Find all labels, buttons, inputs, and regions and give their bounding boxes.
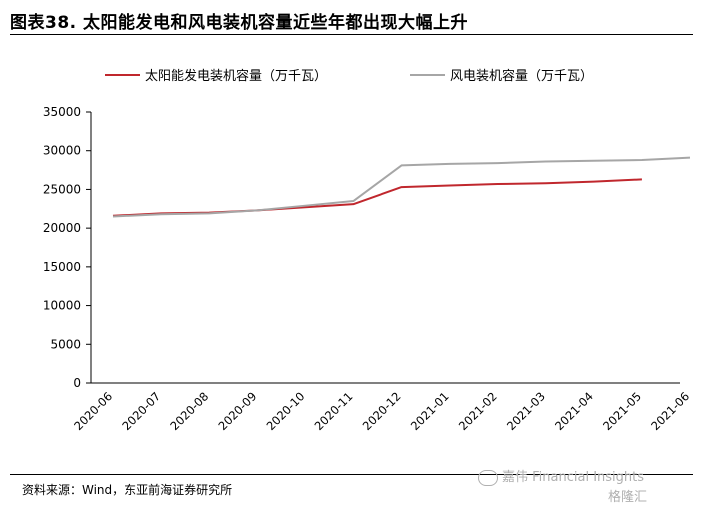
x-tick-label: 2020-10: [264, 389, 308, 433]
legend-label: 风电装机容量（万千瓦）: [450, 68, 593, 84]
wechat-icon: [478, 469, 498, 486]
y-axis: 0 5000 10000 15000 20000 25000 30000 35000: [43, 105, 92, 390]
x-tick-label: 2020-07: [119, 389, 163, 433]
y-tick-label: 0: [73, 376, 81, 390]
x-tick-label: 2021-03: [504, 389, 548, 433]
x-axis: 2020-06 2020-07 2020-08 2020-09 2020-10 2020-…: [71, 382, 692, 433]
x-tick-label: 2021-01: [408, 389, 452, 433]
x-tick-label: 2020-11: [312, 389, 356, 433]
y-tick-label: 10000: [43, 299, 81, 313]
x-tick-label: 2020-06: [71, 389, 115, 433]
x-tick-label: 2020-09: [215, 389, 259, 433]
y-tick-label: 15000: [43, 260, 81, 274]
y-tick-label: 25000: [43, 182, 81, 196]
watermark-logo: 格隆汇: [608, 490, 648, 505]
source-rule: [10, 474, 693, 475]
y-tick-label: 20000: [43, 221, 81, 235]
x-tick-label: 2021-05: [600, 389, 644, 433]
series-lines: [112, 156, 691, 218]
watermark: 嘉伟 Financial Insights: [478, 466, 644, 486]
series-line-solar: [112, 178, 642, 217]
series-line-wind: [112, 156, 691, 218]
watermark-brand: 嘉伟 Financial Insights: [502, 470, 645, 485]
y-tick-label: 35000: [43, 105, 81, 119]
chart-title: 图表38. 太阳能发电和风电装机容量近些年都出现大幅上升: [10, 13, 469, 33]
x-tick-label: 2020-08: [167, 389, 211, 433]
line-chart: 太阳能发电装机容量（万千瓦） 风电装机容量（万千瓦） 0 5000 10000 1500…: [43, 68, 692, 433]
x-tick-label: 2021-06: [648, 389, 692, 433]
legend: 太阳能发电装机容量（万千瓦） 风电装机容量（万千瓦）: [105, 68, 593, 84]
y-tick-label: 5000: [50, 337, 81, 351]
x-tick-label: 2020-12: [360, 389, 404, 433]
source-note: 资料来源：Wind，东亚前海证券研究所: [22, 483, 233, 497]
y-tick-label: 30000: [43, 144, 81, 158]
legend-label: 太阳能发电装机容量（万千瓦）: [145, 68, 327, 84]
title-rule: [10, 34, 693, 35]
x-tick-label: 2021-02: [456, 389, 500, 433]
x-tick-label: 2021-04: [552, 389, 596, 433]
